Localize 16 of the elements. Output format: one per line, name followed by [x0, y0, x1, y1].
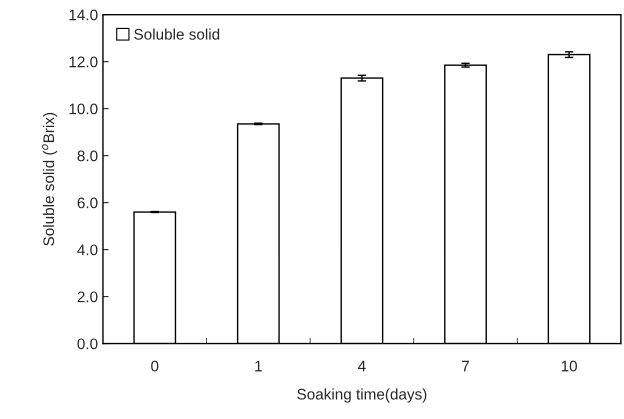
y-tick-label: 2.0	[78, 291, 98, 302]
x-tick-label: 7	[462, 360, 469, 372]
x-tick-label: 4	[358, 360, 366, 372]
y-axis-title: Soluble solid ($^{o}$Brix)	[42, 112, 58, 246]
x-axis-title: Soaking time(days)	[297, 388, 426, 403]
y-tick-label: 8.0	[78, 150, 98, 162]
x-tick-label: 1	[255, 360, 262, 372]
y-tick-label: 0.0	[77, 338, 98, 350]
x-tick-label: 0	[151, 360, 158, 372]
legend-label: Soluble solid	[134, 28, 220, 40]
y-tick-label: 12.0	[70, 56, 98, 68]
y-tick-label: 10.0	[70, 104, 98, 114]
y-tick-label: 14.0	[70, 10, 98, 20]
y-tick-label: 4.0	[77, 244, 98, 256]
y-tick-label: 6.0	[78, 197, 98, 208]
x-tick-label: 10	[562, 360, 577, 372]
